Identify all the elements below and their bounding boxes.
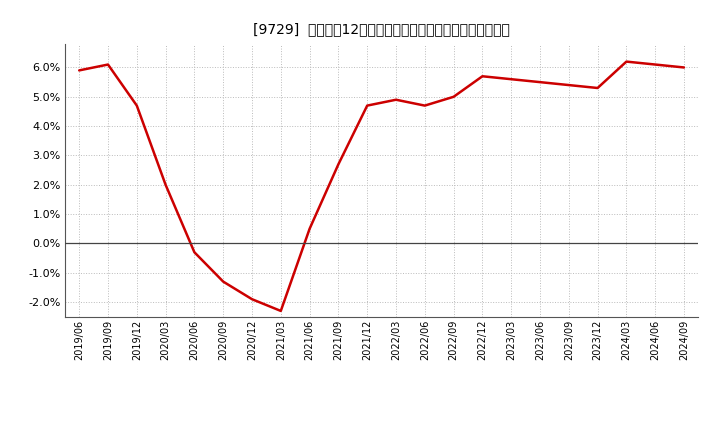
Title: [9729]  売上高の12か月移動合計の対前年同期増減率の推移: [9729] 売上高の12か月移動合計の対前年同期増減率の推移: [253, 22, 510, 36]
